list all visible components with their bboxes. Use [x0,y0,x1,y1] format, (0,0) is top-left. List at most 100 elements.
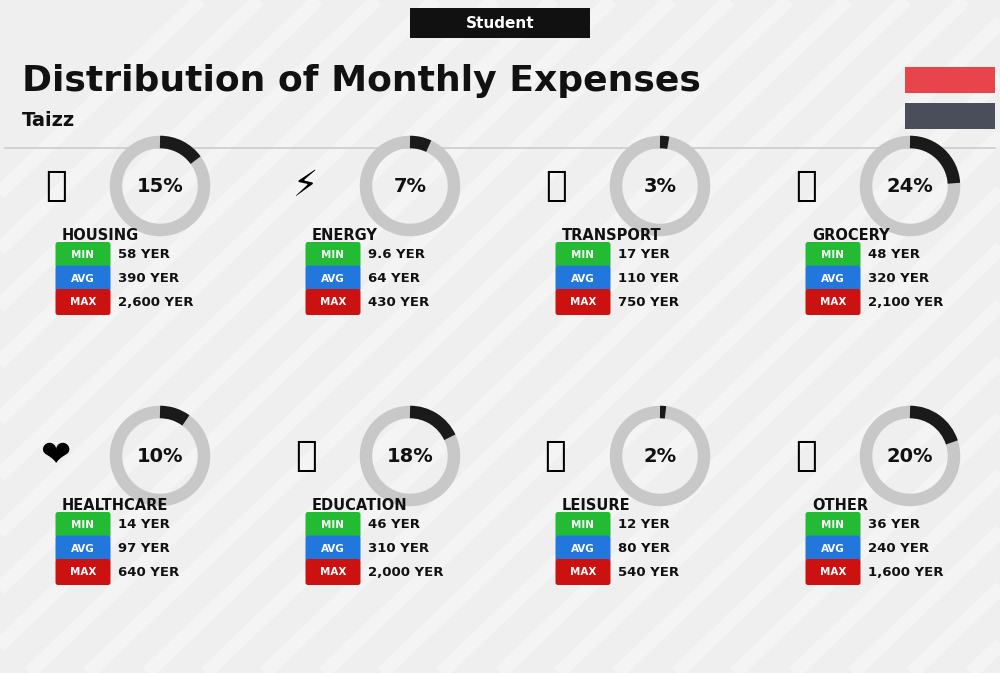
Text: 14 YER: 14 YER [118,518,170,532]
FancyBboxPatch shape [556,289,610,315]
Text: 390 YER: 390 YER [118,272,179,285]
Text: MAX: MAX [320,567,346,577]
Text: 🛍️: 🛍️ [545,439,567,473]
Text: 240 YER: 240 YER [868,542,929,555]
Text: 46 YER: 46 YER [368,518,420,532]
FancyBboxPatch shape [55,289,110,315]
Text: AVG: AVG [571,273,595,283]
Text: MIN: MIN [822,250,844,260]
FancyBboxPatch shape [556,536,610,561]
Text: 🚌: 🚌 [545,169,567,203]
FancyBboxPatch shape [806,512,860,538]
Text: 10%: 10% [137,446,183,466]
Text: AVG: AVG [71,544,95,553]
FancyBboxPatch shape [556,512,610,538]
Text: 18%: 18% [387,446,433,466]
Text: 640 YER: 640 YER [118,565,179,579]
Text: MIN: MIN [572,520,594,530]
Text: 64 YER: 64 YER [368,272,420,285]
Text: Student: Student [466,15,534,30]
Text: MIN: MIN [572,250,594,260]
Text: Taizz: Taizz [22,112,75,131]
FancyBboxPatch shape [806,242,860,268]
Text: MIN: MIN [322,250,344,260]
Text: 110 YER: 110 YER [618,272,679,285]
Text: MIN: MIN [72,250,94,260]
Text: 36 YER: 36 YER [868,518,920,532]
Text: MAX: MAX [820,297,846,307]
FancyBboxPatch shape [306,266,361,291]
Text: MAX: MAX [320,297,346,307]
Text: 2,600 YER: 2,600 YER [118,295,194,308]
Text: 👛: 👛 [795,439,817,473]
Text: MAX: MAX [570,567,596,577]
FancyBboxPatch shape [806,536,860,561]
Text: HOUSING: HOUSING [62,227,139,242]
Text: HEALTHCARE: HEALTHCARE [62,497,168,513]
Text: AVG: AVG [821,544,845,553]
Text: 1,600 YER: 1,600 YER [868,565,944,579]
Text: 310 YER: 310 YER [368,542,429,555]
Text: MIN: MIN [822,520,844,530]
Text: AVG: AVG [321,273,345,283]
Text: EDUCATION: EDUCATION [312,497,408,513]
FancyBboxPatch shape [905,103,995,129]
Text: Distribution of Monthly Expenses: Distribution of Monthly Expenses [22,64,701,98]
FancyBboxPatch shape [306,512,361,538]
Text: ENERGY: ENERGY [312,227,378,242]
Text: 430 YER: 430 YER [368,295,429,308]
Text: TRANSPORT: TRANSPORT [562,227,662,242]
Text: AVG: AVG [71,273,95,283]
Text: AVG: AVG [571,544,595,553]
Text: 750 YER: 750 YER [618,295,679,308]
Text: 3%: 3% [644,176,676,195]
Text: 🎓: 🎓 [295,439,317,473]
Text: 540 YER: 540 YER [618,565,679,579]
FancyBboxPatch shape [806,289,860,315]
Text: 2,100 YER: 2,100 YER [868,295,943,308]
FancyBboxPatch shape [55,536,110,561]
FancyBboxPatch shape [556,242,610,268]
Text: AVG: AVG [321,544,345,553]
Text: 58 YER: 58 YER [118,248,170,262]
FancyBboxPatch shape [806,559,860,585]
Text: 80 YER: 80 YER [618,542,670,555]
FancyBboxPatch shape [55,512,110,538]
Text: OTHER: OTHER [812,497,868,513]
FancyBboxPatch shape [55,242,110,268]
Text: 🛒: 🛒 [795,169,817,203]
FancyBboxPatch shape [306,242,361,268]
Text: 20%: 20% [887,446,933,466]
FancyBboxPatch shape [306,289,361,315]
Text: 12 YER: 12 YER [618,518,670,532]
FancyBboxPatch shape [306,559,361,585]
Text: ⚡: ⚡ [293,169,319,203]
FancyBboxPatch shape [556,559,610,585]
Text: MIN: MIN [72,520,94,530]
FancyBboxPatch shape [410,8,590,38]
Text: MAX: MAX [70,567,96,577]
Text: 🏢: 🏢 [45,169,67,203]
Text: 2%: 2% [643,446,677,466]
Text: 97 YER: 97 YER [118,542,170,555]
Text: 320 YER: 320 YER [868,272,929,285]
Text: MAX: MAX [820,567,846,577]
FancyBboxPatch shape [806,266,860,291]
Text: 7%: 7% [393,176,426,195]
Text: MIN: MIN [322,520,344,530]
FancyBboxPatch shape [905,67,995,93]
Text: ❤️: ❤️ [41,439,71,473]
FancyBboxPatch shape [306,536,361,561]
Text: GROCERY: GROCERY [812,227,890,242]
FancyBboxPatch shape [556,266,610,291]
Text: 9.6 YER: 9.6 YER [368,248,425,262]
Text: MAX: MAX [70,297,96,307]
Text: 48 YER: 48 YER [868,248,920,262]
Text: 2,000 YER: 2,000 YER [368,565,444,579]
Text: AVG: AVG [821,273,845,283]
Text: 15%: 15% [137,176,183,195]
Text: MAX: MAX [570,297,596,307]
Text: 24%: 24% [887,176,933,195]
Text: LEISURE: LEISURE [562,497,631,513]
Text: 17 YER: 17 YER [618,248,670,262]
